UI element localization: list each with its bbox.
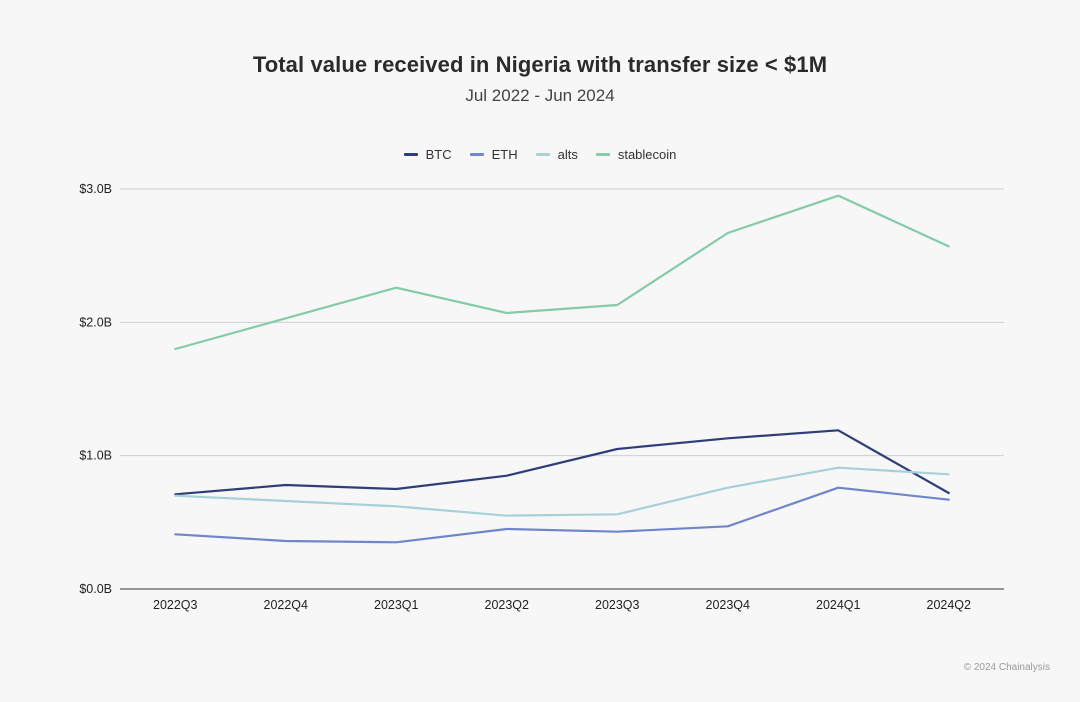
legend-label: BTC [425, 147, 452, 162]
grid-layer [120, 188, 1004, 457]
legend-label: alts [557, 147, 578, 162]
x-tick-label: 2022Q3 [153, 598, 198, 612]
legend-item-stablecoin: stablecoin [595, 147, 677, 162]
x-tick-label: 2022Q4 [264, 598, 309, 612]
legend-label: stablecoin [617, 147, 677, 162]
copyright-footer: © 2024 Chainalysis [963, 662, 1050, 673]
legend-swatch [469, 153, 484, 156]
legend-item-btc: BTC [403, 147, 452, 162]
y-tick-label: $0.0B [79, 582, 112, 596]
series-line-stablecoin [174, 194, 950, 351]
series-line-alts [174, 466, 950, 517]
x-tick-label: 2023Q3 [595, 598, 640, 612]
x-tick-label: 2023Q1 [374, 598, 419, 612]
legend-label: ETH [491, 147, 518, 162]
legend-item-eth: ETH [469, 147, 518, 162]
y-tick-label: $3.0B [79, 182, 112, 196]
series-line-eth [174, 486, 950, 544]
legend-item-alts: alts [535, 147, 578, 162]
x-tick-label: 2024Q1 [816, 598, 861, 612]
series-line-btc [174, 429, 950, 496]
y-tick-label: $1.0B [79, 449, 112, 463]
x-tick-label: 2023Q2 [485, 598, 530, 612]
x-tick-label: 2024Q2 [927, 598, 972, 612]
x-tick-label: 2023Q4 [706, 598, 751, 612]
y-tick-label: $2.0B [79, 315, 112, 329]
chart-subtitle: Jul 2022 - Jun 2024 [465, 86, 615, 105]
axis-layer: $0.0B $1.0B $2.0B $3.0B 2022Q3 2022Q4 2023Q1 20… [79, 182, 1004, 612]
legend-swatch [403, 153, 418, 156]
chart-legend: BTC ETH alts stablecoin [0, 147, 1080, 162]
legend-swatch [535, 153, 550, 156]
series-layer [174, 194, 950, 544]
chart-title: Total value received in Nigeria with tra… [252, 52, 828, 77]
legend-swatch [595, 153, 610, 156]
